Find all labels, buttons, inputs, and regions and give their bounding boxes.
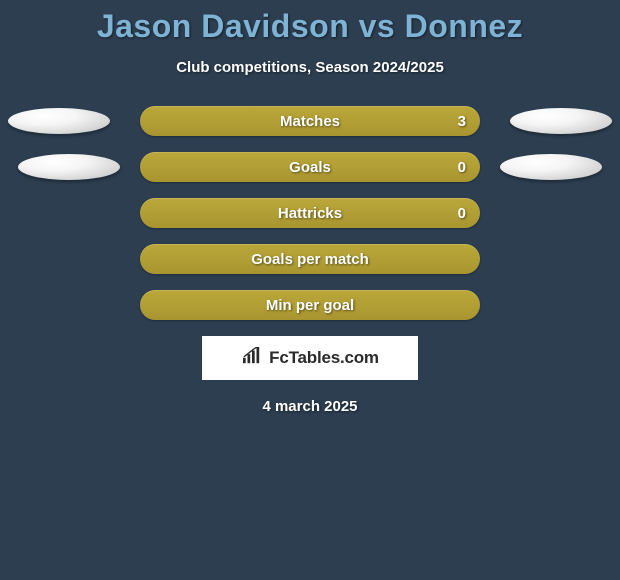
stat-bar: Matches 3: [140, 106, 480, 136]
bar-chart-icon: [241, 347, 263, 370]
stat-bar: Goals per match: [140, 244, 480, 274]
player2-marker: [510, 108, 612, 134]
stat-row-min-per-goal: Min per goal: [0, 290, 620, 320]
stat-row-hattricks: Hattricks 0: [0, 198, 620, 228]
stat-value: 0: [458, 205, 466, 222]
stat-value: 0: [458, 159, 466, 176]
page-title: Jason Davidson vs Donnez: [0, 0, 620, 45]
player1-marker: [8, 108, 110, 134]
stat-bar: Goals 0: [140, 152, 480, 182]
subtitle: Club competitions, Season 2024/2025: [0, 59, 620, 76]
stat-row-goals: Goals 0: [0, 152, 620, 182]
player1-marker: [18, 154, 120, 180]
stat-label: Min per goal: [266, 297, 354, 314]
stat-label: Hattricks: [278, 205, 342, 222]
stat-bar: Min per goal: [140, 290, 480, 320]
stat-row-matches: Matches 3: [0, 106, 620, 136]
stat-value: 3: [458, 113, 466, 130]
date-text: 4 march 2025: [0, 398, 620, 415]
stats-area: Matches 3 Goals 0 Hattricks 0 Goals per …: [0, 106, 620, 320]
stat-label: Goals per match: [251, 251, 369, 268]
brand-text: FcTables.com: [269, 348, 379, 368]
brand-badge: FcTables.com: [202, 336, 418, 380]
player2-marker: [500, 154, 602, 180]
stat-label: Matches: [280, 113, 340, 130]
stat-row-goals-per-match: Goals per match: [0, 244, 620, 274]
stat-bar: Hattricks 0: [140, 198, 480, 228]
stat-label: Goals: [289, 159, 331, 176]
